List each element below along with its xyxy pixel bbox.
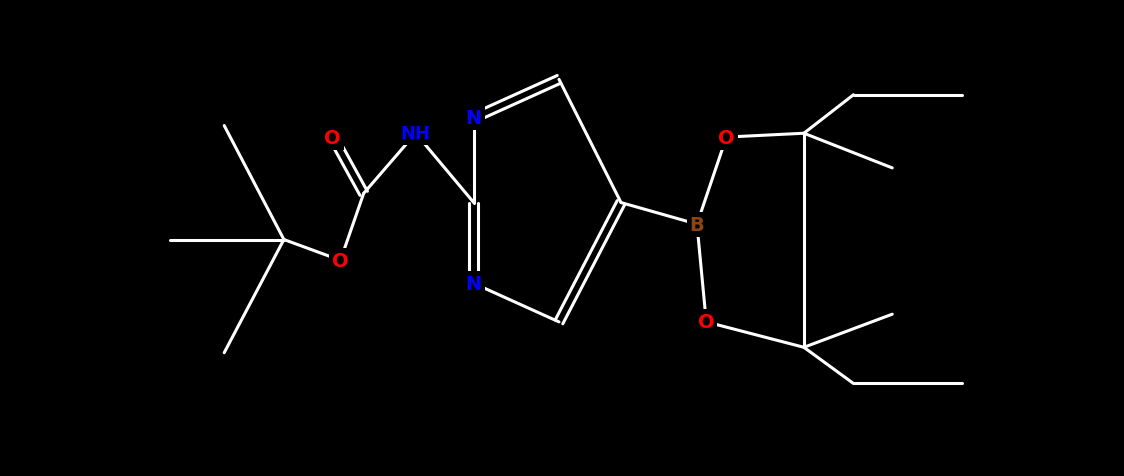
Text: N: N	[465, 274, 482, 293]
Text: B: B	[690, 215, 705, 234]
Text: O: O	[325, 129, 341, 147]
Text: NH: NH	[400, 125, 430, 143]
Text: O: O	[718, 129, 735, 147]
Text: O: O	[698, 313, 715, 332]
Text: O: O	[332, 251, 348, 270]
Text: N: N	[465, 109, 482, 128]
